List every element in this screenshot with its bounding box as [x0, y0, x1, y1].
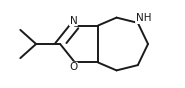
Text: NH: NH: [136, 13, 151, 23]
Text: N: N: [70, 16, 77, 26]
Text: O: O: [69, 62, 77, 72]
